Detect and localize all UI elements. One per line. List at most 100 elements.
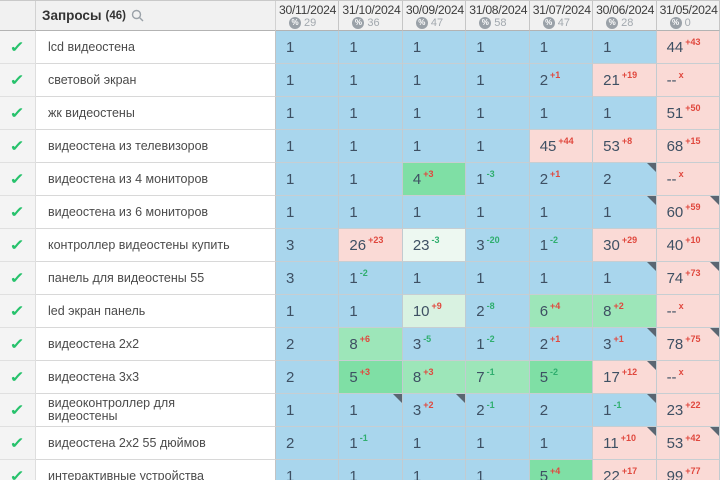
row-checkbox[interactable]: ✓ — [0, 229, 36, 262]
position-cell[interactable]: 1 — [276, 130, 340, 163]
position-cell[interactable]: 74 +73 — [656, 262, 720, 295]
position-cell[interactable]: 51 +50 — [656, 97, 720, 130]
position-cell[interactable]: 68 +15 — [656, 130, 720, 163]
position-cell[interactable]: 23 -3 — [402, 229, 467, 262]
position-cell[interactable]: 6 +4 — [529, 295, 594, 328]
position-cell[interactable]: 1 — [466, 460, 530, 480]
header-date-column[interactable]: 30/06/2024% 28 — [593, 1, 657, 31]
row-checkbox[interactable]: ✓ — [0, 361, 36, 394]
header-date-column[interactable]: 31/08/2024% 58 — [466, 1, 530, 31]
position-cell[interactable]: 78 +75 — [656, 328, 720, 361]
position-cell[interactable]: 1 -1 — [593, 394, 657, 427]
position-cell[interactable]: 1 — [466, 196, 530, 229]
position-cell[interactable]: 5 +4 — [529, 460, 594, 480]
position-cell[interactable]: 1 — [466, 130, 530, 163]
position-cell[interactable]: 2 -8 — [466, 295, 530, 328]
position-cell[interactable]: 1 — [402, 460, 467, 480]
position-cell[interactable]: 1 — [593, 97, 657, 130]
query-cell[interactable]: lcd видеостена — [36, 31, 276, 64]
position-cell[interactable]: 1 — [529, 196, 594, 229]
position-cell[interactable]: 7 -1 — [466, 361, 530, 394]
query-cell[interactable]: видеостена 2х2 — [36, 328, 276, 361]
position-cell[interactable]: 1 — [276, 97, 340, 130]
position-cell[interactable]: 1 — [339, 295, 403, 328]
position-cell[interactable]: 1 — [339, 394, 403, 427]
position-cell[interactable]: 2 +1 — [529, 328, 594, 361]
position-cell[interactable]: 1 -2 — [339, 262, 403, 295]
position-cell[interactable]: 45 +44 — [529, 130, 594, 163]
position-cell[interactable]: 3 +1 — [593, 328, 657, 361]
row-checkbox[interactable]: ✓ — [0, 394, 36, 427]
position-cell[interactable]: 99 +77 — [656, 460, 720, 480]
position-cell[interactable]: 1 — [276, 460, 340, 480]
position-cell[interactable]: 2 -1 — [466, 394, 530, 427]
position-cell[interactable]: 2 — [276, 427, 340, 460]
position-cell[interactable]: 3 — [276, 229, 340, 262]
position-cell[interactable]: 1 — [466, 97, 530, 130]
query-cell[interactable]: видеостена 2х2 55 дюймов — [36, 427, 276, 460]
position-cell[interactable]: 3 — [276, 262, 340, 295]
position-cell[interactable]: 2 +1 — [529, 64, 594, 97]
search-icon[interactable] — [131, 9, 144, 22]
position-cell[interactable]: 1 — [339, 64, 403, 97]
position-cell[interactable]: 3 +2 — [402, 394, 467, 427]
row-checkbox[interactable]: ✓ — [0, 97, 36, 130]
position-cell[interactable]: 3 -20 — [466, 229, 530, 262]
position-cell[interactable]: 44 +43 — [656, 31, 720, 64]
position-cell[interactable]: 1 — [276, 31, 340, 64]
position-cell[interactable]: 1 — [276, 196, 340, 229]
row-checkbox[interactable]: ✓ — [0, 64, 36, 97]
query-cell[interactable]: панель для видеостены 55 — [36, 262, 276, 295]
query-cell[interactable]: видеостена из 4 мониторов — [36, 163, 276, 196]
row-checkbox[interactable]: ✓ — [0, 262, 36, 295]
row-checkbox[interactable]: ✓ — [0, 130, 36, 163]
position-cell[interactable]: -- x — [656, 64, 720, 97]
position-cell[interactable]: 1 — [339, 460, 403, 480]
position-cell[interactable]: 1 — [466, 427, 530, 460]
position-cell[interactable]: 26 +23 — [339, 229, 403, 262]
query-cell[interactable]: видеостена из телевизоров — [36, 130, 276, 163]
position-cell[interactable]: -- x — [656, 163, 720, 196]
position-cell[interactable]: 1 — [276, 163, 340, 196]
position-cell[interactable]: 5 -2 — [529, 361, 594, 394]
query-cell[interactable]: интерактивные устройства — [36, 460, 276, 480]
position-cell[interactable]: 1 — [402, 31, 467, 64]
position-cell[interactable]: 2 — [529, 394, 594, 427]
position-cell[interactable]: 2 — [276, 361, 340, 394]
position-cell[interactable]: 1 — [339, 163, 403, 196]
position-cell[interactable]: 40 +10 — [656, 229, 720, 262]
position-cell[interactable]: 1 — [276, 64, 340, 97]
header-date-column[interactable]: 30/11/2024% 29 — [276, 1, 340, 31]
query-cell[interactable]: жк видеостены — [36, 97, 276, 130]
position-cell[interactable]: 1 — [402, 130, 467, 163]
row-checkbox[interactable]: ✓ — [0, 196, 36, 229]
position-cell[interactable]: 1 — [529, 427, 594, 460]
header-date-column[interactable]: 31/10/2024% 36 — [339, 1, 403, 31]
position-cell[interactable]: 1 — [466, 31, 530, 64]
position-cell[interactable]: 1 — [276, 394, 340, 427]
position-cell[interactable]: 8 +2 — [593, 295, 657, 328]
position-cell[interactable]: 2 — [276, 328, 340, 361]
position-cell[interactable]: 10 +9 — [402, 295, 467, 328]
row-checkbox[interactable]: ✓ — [0, 427, 36, 460]
query-cell[interactable]: видеоконтроллер для видеостены — [36, 394, 276, 427]
query-cell[interactable]: световой экран — [36, 64, 276, 97]
position-cell[interactable]: 1 — [402, 196, 467, 229]
position-cell[interactable]: 1 — [466, 64, 530, 97]
position-cell[interactable]: -- x — [656, 361, 720, 394]
row-checkbox[interactable]: ✓ — [0, 295, 36, 328]
header-date-column[interactable]: 31/05/2024% 0 — [656, 1, 720, 31]
position-cell[interactable]: 1 -3 — [466, 163, 530, 196]
row-checkbox[interactable]: ✓ — [0, 460, 36, 480]
position-cell[interactable]: 53 +42 — [656, 427, 720, 460]
row-checkbox[interactable]: ✓ — [0, 163, 36, 196]
position-cell[interactable]: 1 — [402, 64, 467, 97]
position-cell[interactable]: 1 — [593, 196, 657, 229]
position-cell[interactable]: 1 — [276, 295, 340, 328]
header-queries[interactable]: Запросы (46) — [36, 1, 276, 31]
position-cell[interactable]: 1 — [593, 262, 657, 295]
header-date-column[interactable]: 31/07/2024% 47 — [529, 1, 594, 31]
position-cell[interactable]: 11 +10 — [593, 427, 657, 460]
position-cell[interactable]: 1 — [339, 31, 403, 64]
position-cell[interactable]: 1 — [529, 97, 594, 130]
